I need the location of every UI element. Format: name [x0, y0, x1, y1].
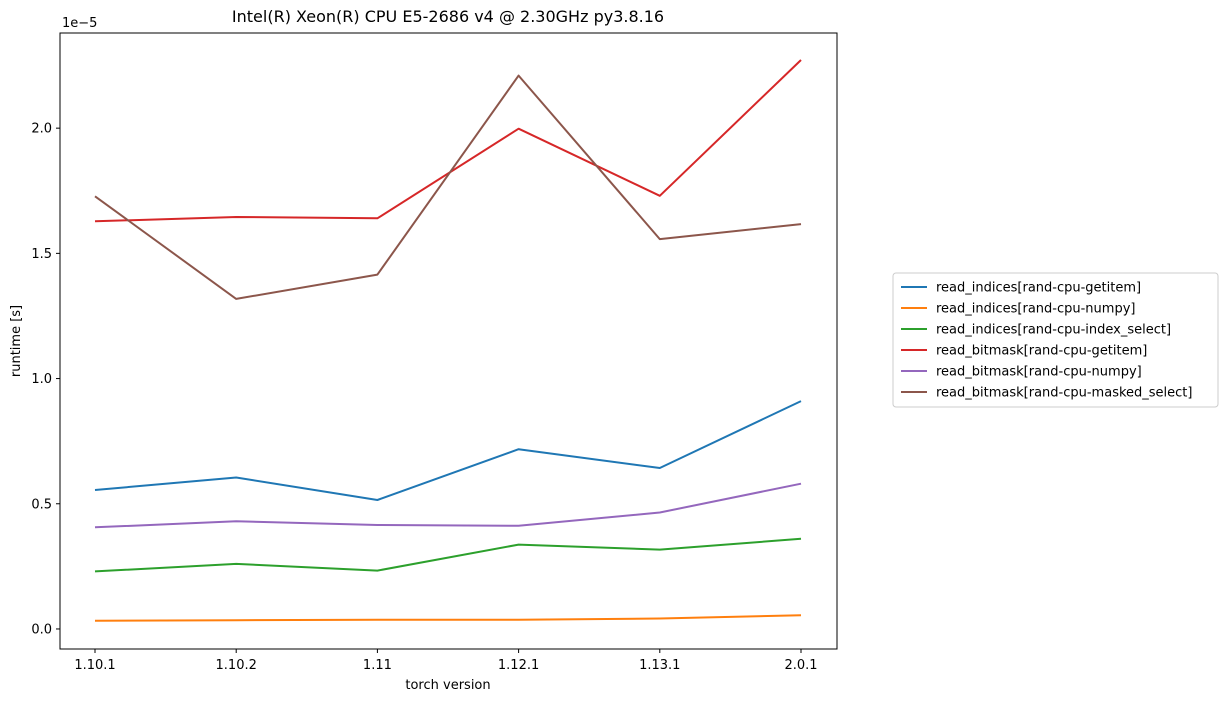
- legend-entry: read_bitmask[rand-cpu-masked_select]: [936, 386, 1192, 401]
- legend-entry: read_bitmask[rand-cpu-getitem]: [936, 344, 1147, 359]
- series-line-1: [94, 400, 802, 501]
- series-line-6: [94, 74, 802, 300]
- plot-frame: [59, 32, 838, 650]
- y-tick-label: 1.0: [31, 372, 52, 387]
- series-line-2: [94, 614, 802, 622]
- x-axis-label: torch version: [405, 678, 490, 693]
- x-tick-label: 1.10.2: [216, 658, 257, 673]
- y-tick-label: 1.5: [31, 247, 52, 262]
- y-axis-multiplier: 1e−5: [62, 16, 97, 31]
- y-tick-label: 2.0: [31, 122, 52, 137]
- legend-box: [892, 272, 1219, 408]
- y-tick-label: 0.5: [31, 497, 52, 512]
- series-line-3: [94, 537, 802, 573]
- series-line-4: [94, 59, 802, 223]
- y-axis-label: runtime [s]: [9, 305, 24, 377]
- x-tick-label: 1.12.1: [498, 658, 539, 673]
- legend-entry: read_indices[rand-cpu-getitem]: [936, 281, 1141, 296]
- legend-entry: read_indices[rand-cpu-index_select]: [936, 323, 1171, 338]
- x-tick-label: 1.11: [363, 658, 392, 673]
- series-line-5: [94, 482, 802, 529]
- x-tick-label: 1.13.1: [639, 658, 680, 673]
- legend-entry: read_bitmask[rand-cpu-numpy]: [936, 365, 1142, 380]
- y-tick-label: 0.0: [31, 622, 52, 637]
- legend: read_indices[rand-cpu-getitem] read_indic…: [892, 272, 1219, 408]
- plot-area: 0.0 0.5 1.0 1.5 2.0 1.10.1 1.10.2 1.11 1.12.1 1.1…: [31, 32, 838, 673]
- chart-title: Intel(R) Xeon(R) CPU E5-2686 v4 @ 2.30GH…: [232, 7, 664, 26]
- legend-entry: read_indices[rand-cpu-numpy]: [936, 302, 1135, 317]
- x-tick-label: 1.10.1: [74, 658, 115, 673]
- x-tick-label: 2.0.1: [784, 658, 817, 673]
